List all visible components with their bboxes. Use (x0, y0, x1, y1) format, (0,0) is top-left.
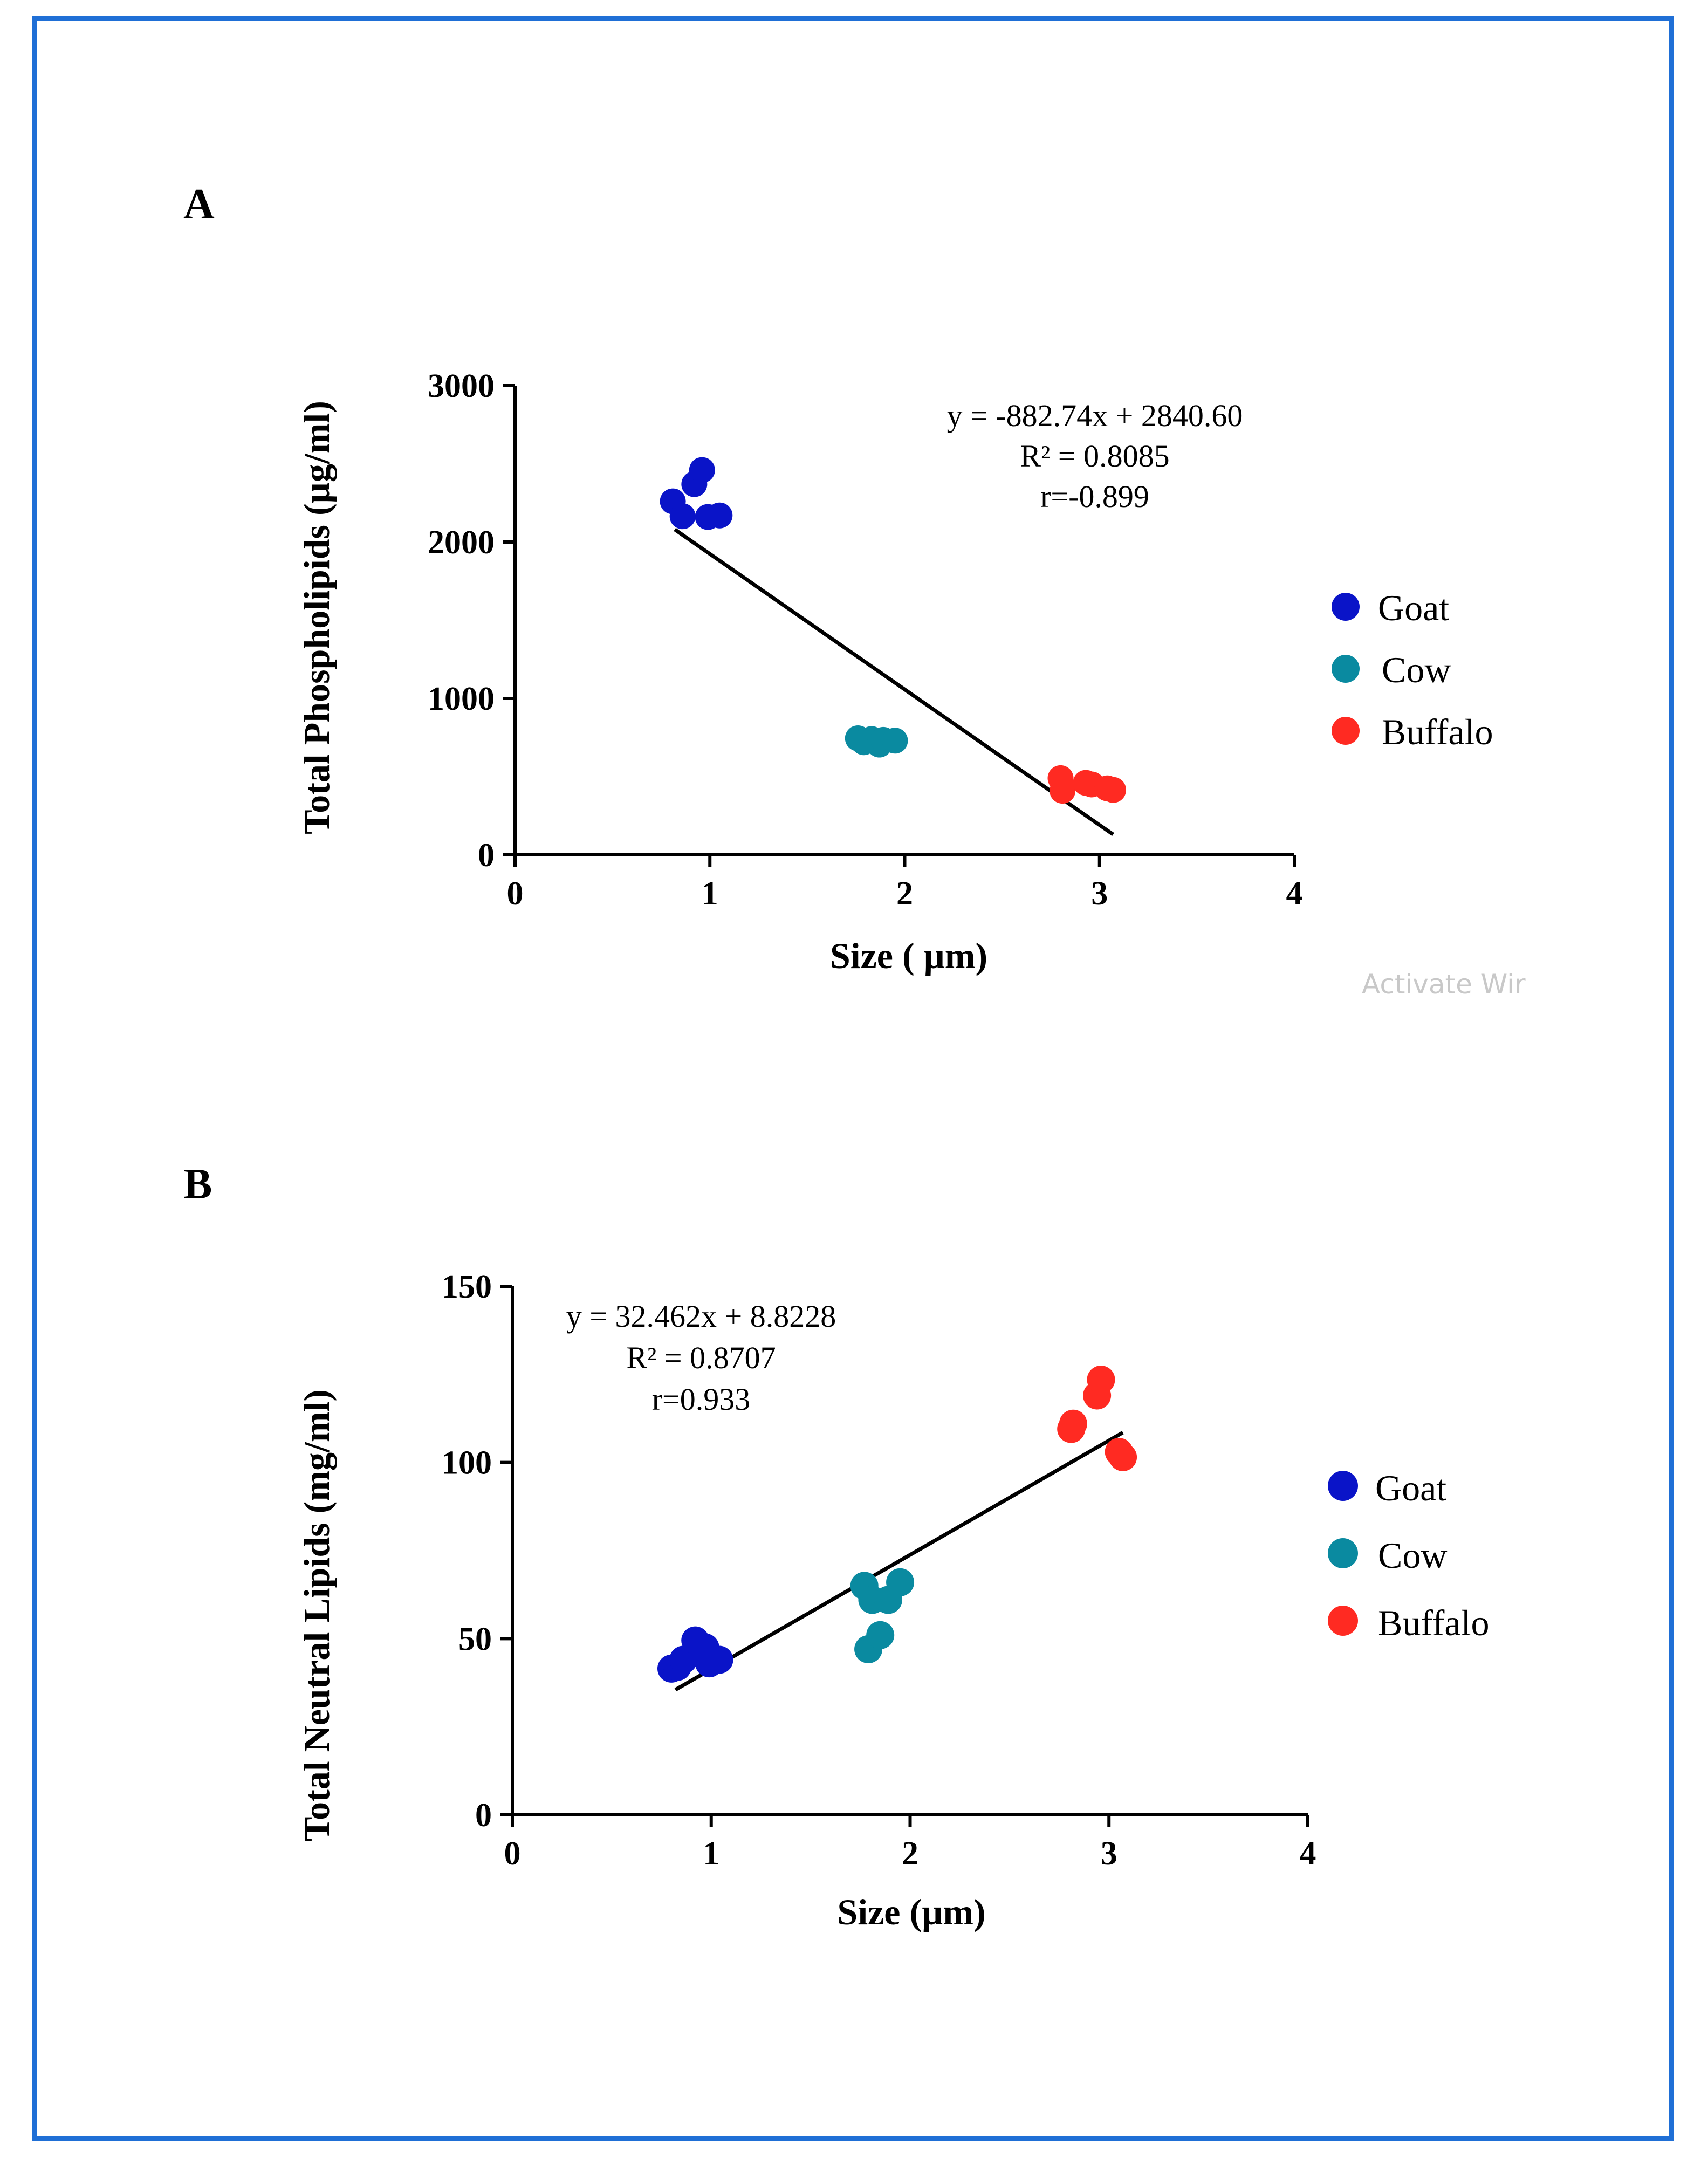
panel-b-trendline-group (674, 1431, 1124, 1692)
panel-a-x-axis-title: Size ( µm) (830, 935, 987, 976)
panel-a-ticks: 0 1 2 3 4 0 1000 2000 3000 (428, 368, 1303, 912)
figure-frame (32, 16, 1674, 2141)
panel-b-x-tick-label: 3 (1101, 1835, 1117, 1872)
panel-b-point-buffalo (1109, 1443, 1137, 1471)
panel-b-equation: y = 32.462x + 8.8228 R² = 0.8707 r=0.933 (566, 1299, 836, 1417)
legend-label-goat: Goat (1375, 1468, 1446, 1508)
panel-a-point-goat (689, 457, 715, 483)
panel-a-trendline (674, 527, 1115, 836)
panel-b-y-axis-title: Total Neutral Lipids (mg/ml) (296, 1389, 337, 1841)
panel-b-y-tick-label: 100 (442, 1445, 492, 1482)
panel-b: B 0 1 2 3 4 0 50 100 150 Size (µm) Total Neutral… (183, 1161, 1490, 1932)
panel-a-x-tick-label: 0 (507, 875, 524, 912)
panel-a-trendline-group (674, 527, 1115, 836)
panel-a-equation-line-2: R² = 0.8085 (1020, 438, 1169, 474)
panel-b-point-cow (866, 1621, 895, 1649)
legend-label-buffalo: Buffalo (1382, 711, 1493, 752)
panel-a-point-buffalo (1100, 777, 1127, 803)
panel-b-x-tick-label: 1 (703, 1835, 719, 1872)
legend-marker-cow (1332, 655, 1360, 683)
legend-label-buffalo: Buffalo (1378, 1602, 1490, 1643)
panel-a-y-tick-label: 1000 (428, 681, 495, 717)
panel-a-point-goat (706, 502, 733, 529)
panel-b-ticks: 0 1 2 3 4 0 50 100 150 (442, 1268, 1316, 1872)
panel-b-label: B (183, 1161, 212, 1208)
panel-b-point-cow (886, 1568, 915, 1596)
panel-b-equation-line-1: y = 32.462x + 8.8228 (566, 1299, 836, 1334)
panel-a-equation-line-1: y = -882.74x + 2840.60 (947, 398, 1243, 433)
panel-a-x-tick-label: 4 (1286, 875, 1303, 912)
legend-label-cow: Cow (1378, 1535, 1447, 1576)
panel-a-equation-line-3: r=-0.899 (1040, 479, 1149, 514)
panel-b-x-axis-title: Size (µm) (837, 1891, 985, 1932)
panel-b-point-buffalo (1087, 1366, 1115, 1394)
panel-b-equation-line-3: r=0.933 (652, 1382, 751, 1417)
panel-b-y-tick-label: 150 (442, 1268, 492, 1305)
legend-marker-buffalo (1332, 717, 1360, 745)
panel-a-label: A (183, 181, 215, 228)
panel-a-equation: y = -882.74x + 2840.60 R² = 0.8085 r=-0.… (947, 398, 1243, 514)
panel-b-trendline (674, 1431, 1124, 1692)
panel-b-y-tick-label: 0 (475, 1797, 492, 1834)
panel-b-y-tick-label: 50 (458, 1621, 492, 1657)
panel-a-x-tick-label: 1 (702, 875, 718, 912)
legend-label-goat: Goat (1378, 587, 1449, 628)
panel-a-y-tick-label: 3000 (428, 368, 495, 404)
panel-a-legend: Goat Cow Buffalo (1332, 587, 1493, 752)
panel-a-points (660, 457, 1127, 804)
panel-b-x-tick-label: 4 (1300, 1835, 1316, 1872)
panel-b-point-goat (705, 1645, 733, 1674)
panel-a-y-axis-title: Total Phospholipids (µg/ml) (296, 401, 337, 834)
activate-windows-watermark: Activate Wir (1362, 969, 1526, 1000)
panel-a-point-cow (882, 728, 908, 754)
panel-b-x-tick-label: 0 (504, 1835, 521, 1872)
legend-marker-goat (1328, 1471, 1358, 1501)
panel-b-legend: Goat Cow Buffalo (1328, 1468, 1490, 1643)
panel-a-y-tick-label: 2000 (428, 524, 495, 561)
panel-a-x-tick-label: 3 (1091, 875, 1108, 912)
panel-b-equation-line-2: R² = 0.8707 (626, 1340, 776, 1375)
legend-label-cow: Cow (1382, 649, 1451, 690)
panel-a-axes (513, 386, 1294, 856)
panel-a-y-tick-label: 0 (478, 837, 495, 874)
panel-b-points (657, 1366, 1137, 1683)
panel-a-x-tick-label: 2 (896, 875, 913, 912)
panel-b-point-buffalo (1059, 1409, 1087, 1438)
legend-marker-cow (1328, 1538, 1358, 1568)
legend-marker-goat (1332, 593, 1360, 621)
panel-a: A 0 1 2 3 4 0 1000 2000 3000 Size ( µm) Total Ph… (183, 181, 1493, 976)
panel-b-x-tick-label: 2 (902, 1835, 918, 1872)
panel-a-point-buffalo (1050, 778, 1076, 804)
panel-a-point-goat (669, 503, 696, 530)
legend-marker-buffalo (1328, 1606, 1358, 1636)
